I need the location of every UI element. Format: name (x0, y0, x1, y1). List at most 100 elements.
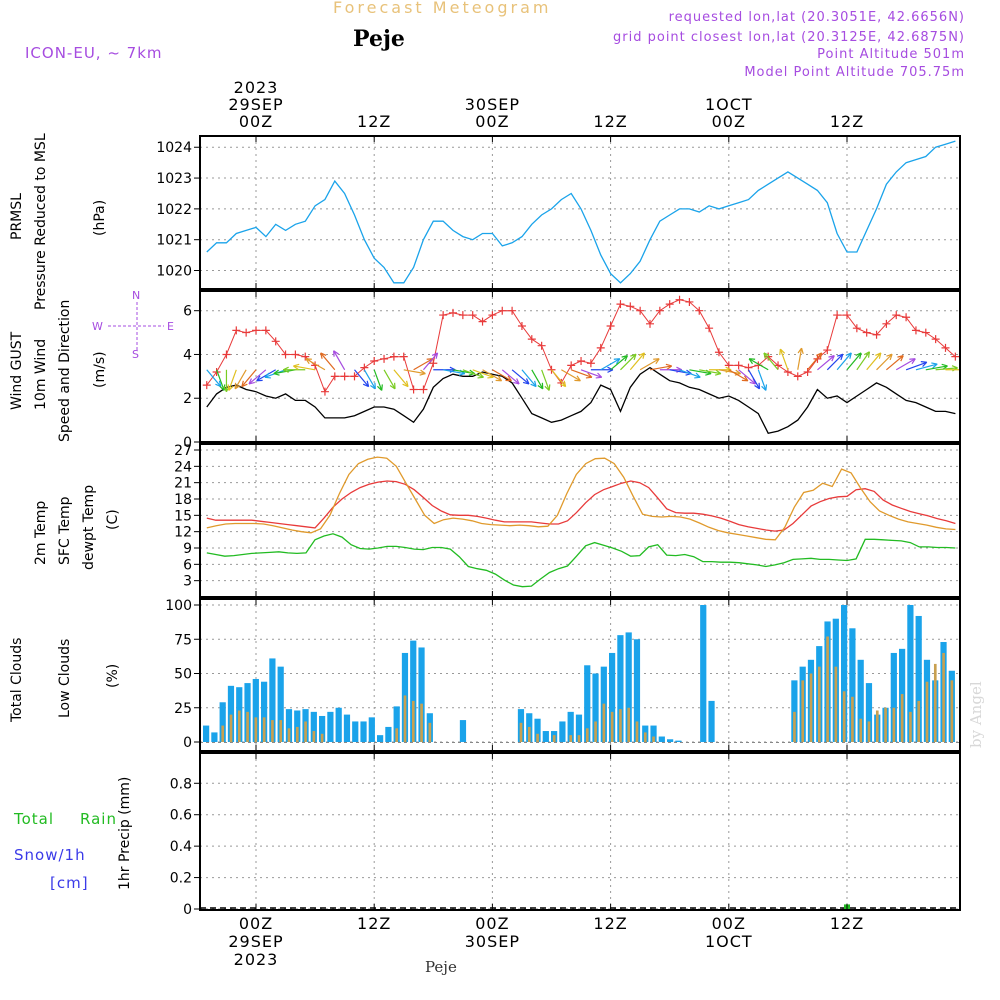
gust-point (882, 319, 891, 328)
legend-total: Total (14, 810, 55, 828)
wind-arrow (472, 369, 494, 378)
wind-arrow-head (613, 358, 621, 365)
total-cloud-bar (285, 709, 293, 742)
low-cloud-bar (627, 707, 631, 742)
wind-arrow (905, 361, 927, 371)
point-altitude: Point Altitude 501m (817, 47, 965, 62)
gust-point (429, 359, 438, 368)
gridpoint-coords: grid point closest lon,lat (20.3125E, 42… (613, 30, 965, 45)
wind-arrow (629, 352, 645, 371)
gust-point (567, 361, 576, 370)
gust-point (252, 326, 260, 335)
low-cloud-bar (884, 707, 887, 742)
low-cloud-bar (519, 722, 523, 742)
panel-frame (199, 443, 961, 598)
gust-point (242, 328, 251, 337)
ytick-label: 0.2 (170, 871, 192, 887)
gust-point (616, 300, 625, 309)
wind-arrow (747, 369, 761, 390)
low-cloud-bar (254, 717, 258, 742)
ytick-label: 0.8 (170, 776, 192, 792)
low-cloud-bar (635, 721, 639, 742)
wind-arrow-head (248, 378, 255, 385)
wind-arrow (393, 369, 409, 388)
total-cloud-bar (708, 700, 715, 742)
total-cloud-bar (542, 731, 549, 742)
wind-arrow-head (495, 375, 503, 382)
top-time-label: 12Z (830, 112, 864, 131)
legend-cm: [cm] (50, 874, 89, 892)
low-cloud-bar (875, 710, 879, 742)
low-cloud-bar (403, 695, 407, 742)
wind-arrow-head (362, 380, 370, 388)
compass-s: S (132, 348, 139, 361)
total-cloud-bar (227, 685, 235, 742)
gust-point (931, 335, 940, 344)
gust-point (340, 372, 349, 381)
total-cloud-bar (841, 605, 848, 742)
gust-point (232, 326, 241, 335)
wind-arrow-head (754, 382, 761, 390)
wind-arrow (689, 369, 712, 375)
gust-point (921, 328, 930, 337)
wind-arrow (807, 352, 823, 371)
low-cloud-bar (809, 673, 813, 742)
wind-arrow-head (909, 358, 916, 365)
ytick-label: 9 (183, 541, 192, 557)
footer-place: Peje (425, 958, 457, 976)
gust-point (419, 385, 428, 394)
low-cloud-bar (801, 680, 805, 742)
ytick-label: 1024 (156, 140, 192, 156)
gust-point (537, 341, 546, 350)
low-cloud-bar (793, 711, 796, 742)
gust-point (734, 361, 743, 370)
ytick-label: 2 (183, 391, 192, 407)
wind-arrow-head (264, 372, 271, 379)
gust-point (498, 306, 507, 315)
low-cloud-bar (536, 733, 539, 742)
ytick-label: 27 (174, 443, 192, 459)
wind-arrow-head (931, 362, 938, 369)
total-cloud-bar (294, 710, 301, 742)
low-cloud-bar (851, 696, 854, 742)
low-cloud-bar (842, 691, 846, 742)
total-cloud-bar (865, 683, 873, 742)
wind-arrow (403, 369, 426, 375)
panel-frame (199, 135, 961, 290)
gust-point (586, 359, 595, 368)
wind-arrow-head (559, 380, 567, 388)
gust-point (714, 348, 723, 357)
total-cloud-bar (791, 680, 798, 742)
gust-point (557, 378, 566, 387)
wind-arrow (649, 365, 672, 371)
wind-arrow-head (477, 372, 484, 379)
compass-e: E (167, 320, 174, 333)
gust-point (271, 337, 280, 346)
total-cloud-bar (211, 732, 218, 742)
ytick-label: 0 (183, 735, 192, 751)
ytick-label: 12 (174, 525, 192, 541)
gust-point (439, 311, 448, 320)
wind-arrow (836, 352, 852, 371)
wind-arrow (679, 369, 701, 378)
wind-arrow-head (763, 352, 770, 359)
wind-arrow (443, 369, 465, 375)
total-cloud-bar (360, 721, 367, 742)
wind-arrow-head (419, 369, 426, 376)
wind-arrow (462, 369, 484, 378)
bottom-time-label: 12Z (593, 914, 627, 933)
wind-arrow-head (431, 352, 439, 359)
wind-arrow (333, 350, 346, 371)
gust-point (212, 367, 221, 376)
wind-arrow (915, 363, 938, 371)
wind-arrow (541, 369, 550, 391)
gust-point (902, 313, 911, 322)
low-cloud-bar (221, 725, 225, 742)
bottom-time-label: 2023 (234, 950, 279, 969)
wind-arrow-head (513, 378, 520, 385)
bottom-time-label: 1OCT (705, 932, 753, 951)
gust-point (478, 317, 487, 326)
wind-arrow-head (828, 355, 835, 362)
wind-arrow (639, 358, 660, 371)
total-cloud-bar (907, 605, 914, 742)
